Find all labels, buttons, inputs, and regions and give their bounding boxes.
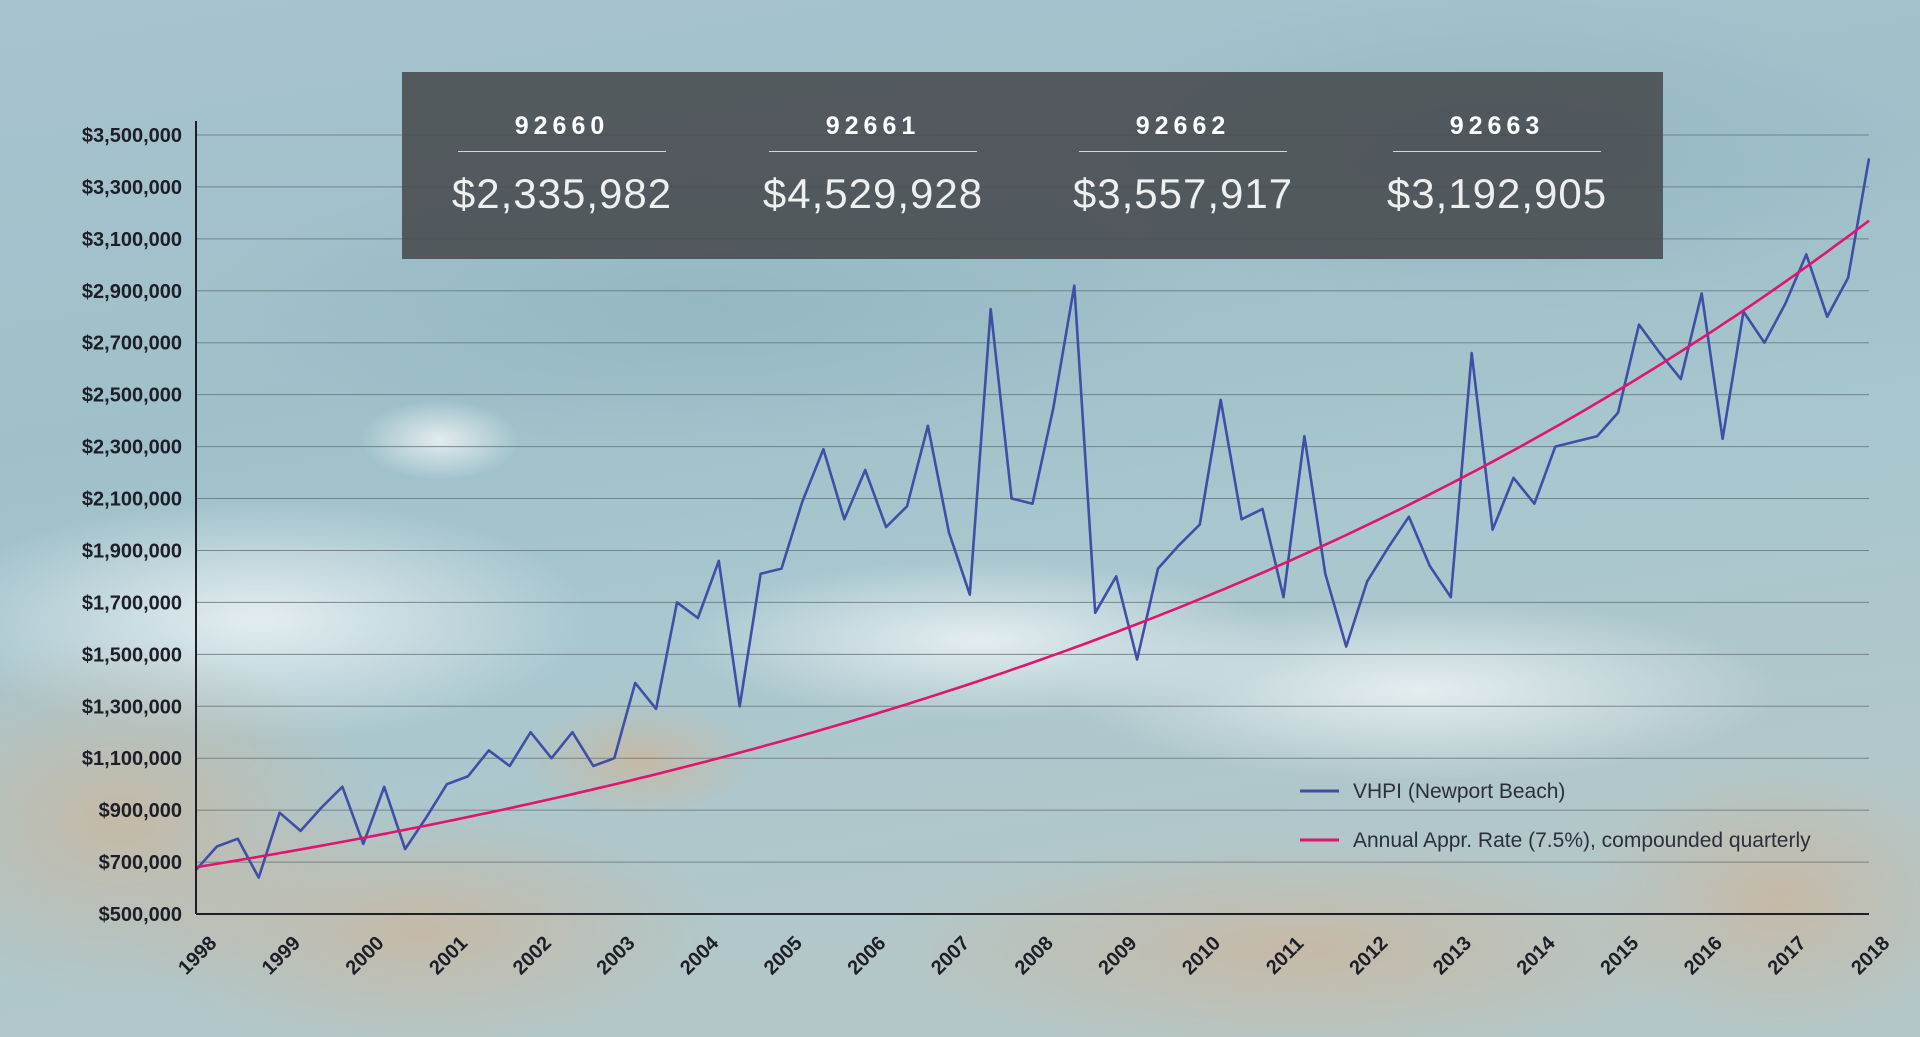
y-tick-label: $2,100,000 [82,489,182,511]
x-tick-label: 2016 [1680,932,1727,979]
zip-code: 92662 [1135,112,1231,140]
x-tick-label: 2015 [1596,932,1643,979]
zip-value: $2,335,982 [451,170,673,217]
zip-code: 92661 [825,112,921,140]
x-tick-label: 2013 [1429,932,1476,979]
zip-code: 92660 [514,112,610,140]
zip-median-panel: 92660 $2,335,982 92661 $4,529,928 92662 … [402,72,1663,259]
y-tick-label: $3,100,000 [82,229,182,251]
y-tick-label: $2,500,000 [82,385,182,407]
y-tick-label: $1,700,000 [82,592,182,614]
x-tick-label: 2008 [1011,932,1058,979]
y-tick-label: $3,500,000 [82,125,182,147]
y-tick-label: $1,500,000 [82,644,182,666]
zip-value: $4,529,928 [762,170,984,217]
x-tick-label: 2002 [509,932,556,979]
x-axis-tick-labels: 1998 1999 2000 2001 2002 2003 2004 2005 2006 2007… [174,932,1894,980]
x-tick-label: 2012 [1345,932,1392,979]
x-tick-label: 2006 [843,932,890,979]
x-tick-label: 2009 [1094,932,1141,979]
zip-code: 92663 [1449,112,1545,140]
series-line-vhpi [195,158,1871,879]
y-tick-label: $1,900,000 [82,540,182,562]
x-tick-label: 2005 [760,932,807,979]
zip-card-92661: 92661 $4,529,928 [743,72,1003,259]
legend-label-vhpi: VHPI (Newport Beach) [1353,780,1565,803]
y-tick-label: $1,300,000 [82,696,182,718]
legend-label-appreciation: Annual Appr. Rate (7.5%), compounded qua… [1353,829,1811,852]
x-tick-label: 2000 [342,932,389,979]
zip-divider [458,151,666,152]
series-line-appreciation [195,219,1870,869]
zip-card-92662: 92662 $3,557,917 [1053,72,1313,259]
y-tick-label: $500,000 [99,904,182,926]
y-tick-label: $2,900,000 [82,281,182,303]
zip-divider [1079,151,1287,152]
x-tick-label: 2010 [1178,932,1225,979]
x-tick-label: 2007 [927,932,974,979]
x-tick-label: 2001 [425,932,472,979]
zip-card-92660: 92660 $2,335,982 [432,72,692,259]
y-tick-label: $2,700,000 [82,333,182,355]
y-tick-label: $1,100,000 [82,748,182,770]
x-tick-label: 2004 [676,932,724,980]
zip-value: $3,557,917 [1072,170,1294,217]
y-axis-tick-labels: $500,000 $700,000 $900,000 $1,100,000 $1,300… [82,125,182,926]
legend: VHPI (Newport Beach) Annual Appr. Rate (… [1300,780,1811,852]
zip-value: $3,192,905 [1386,170,1608,217]
series-lines [195,158,1871,879]
x-tick-label: 1998 [174,932,221,979]
zip-divider [1393,151,1601,152]
zip-divider [769,151,977,152]
x-tick-label: 2003 [592,932,639,979]
y-tick-label: $700,000 [99,852,182,874]
y-tick-label: $3,300,000 [82,177,182,199]
x-tick-label: 2017 [1764,932,1811,979]
y-tick-label: $2,300,000 [82,437,182,459]
x-tick-label: 1999 [258,932,305,979]
x-tick-label: 2011 [1262,933,1308,979]
zip-card-92663: 92663 $3,192,905 [1367,72,1627,259]
x-tick-label: 2018 [1847,932,1894,979]
x-tick-label: 2014 [1513,932,1561,980]
y-tick-label: $900,000 [99,800,182,822]
